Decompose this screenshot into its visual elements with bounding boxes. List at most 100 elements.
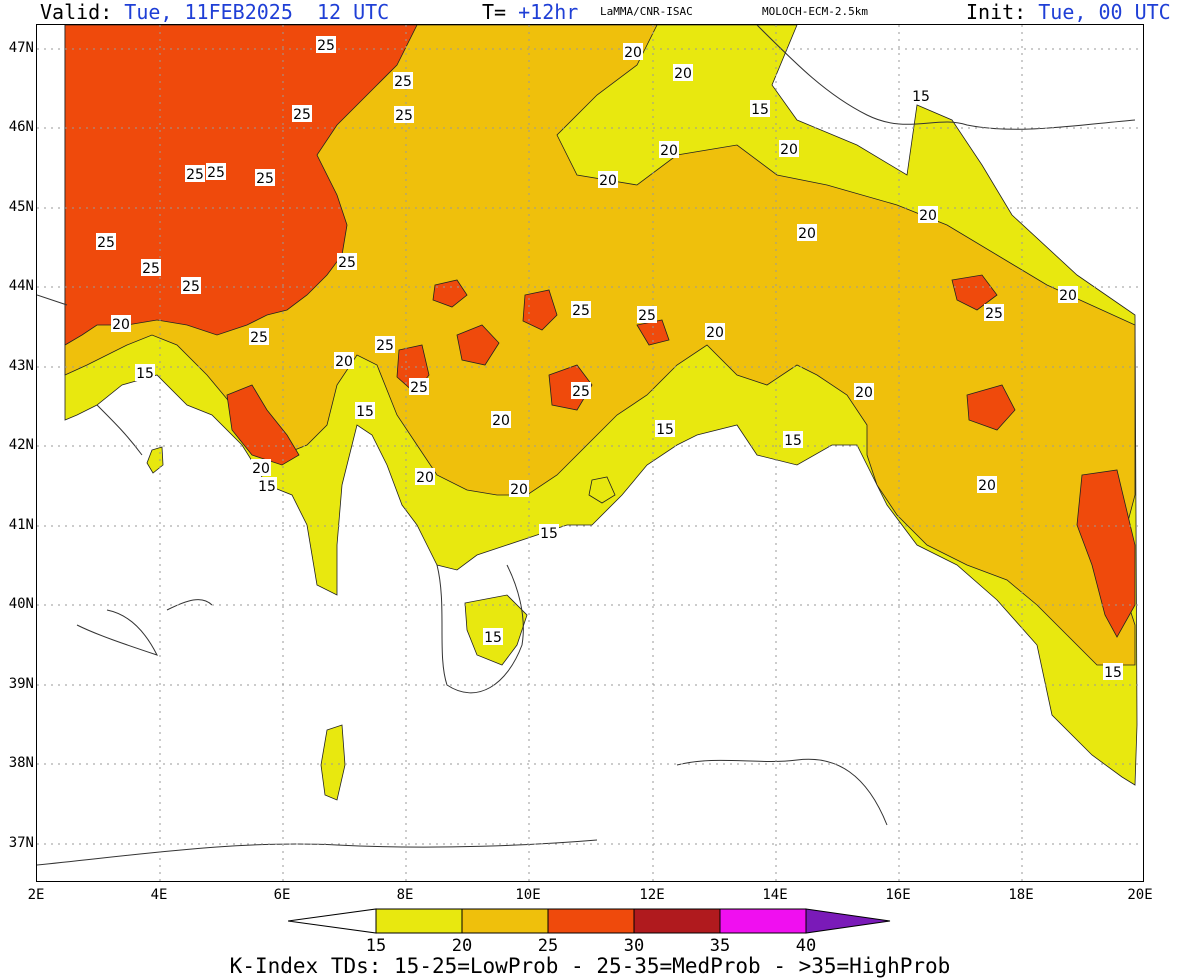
contour-label: 15 (258, 479, 276, 495)
contour-label: 20 (674, 66, 692, 82)
contour-label: 20 (335, 354, 353, 370)
coastline (37, 294, 213, 656)
lon-label: 14E (762, 887, 788, 903)
k-index-25-30-area (966, 384, 1016, 431)
colorbar-tick: 40 (795, 936, 817, 956)
contour-label: 20 (855, 385, 873, 401)
contour-label: 20 (660, 143, 678, 159)
init-label: Init: (966, 0, 1027, 24)
contour-label: 25 (182, 279, 200, 295)
k-index-25-30-area (226, 384, 300, 466)
lat-label: 43N (8, 358, 34, 374)
lat-label: 41N (8, 517, 34, 533)
contour-label: 20 (252, 461, 270, 477)
valid-label: Valid: (40, 0, 113, 24)
k-index-25-30-area (522, 289, 558, 331)
contour-label: 20 (706, 325, 724, 341)
contour-label: 25 (293, 107, 311, 123)
contour-label: 15 (484, 630, 502, 646)
legend-caption: K-Index TDs: 15-25=LowProb - 25-35=MedPr… (229, 954, 951, 978)
contour-label: 20 (798, 226, 816, 242)
colorbar-segment-30-35 (633, 908, 721, 934)
contour-label: 15 (751, 102, 769, 118)
colorbar-tick: 25 (537, 936, 559, 956)
contour-label: 25 (338, 255, 356, 271)
contour-label: 20 (780, 142, 798, 158)
contour-label: 25 (410, 380, 428, 396)
contour-label: 20 (492, 413, 510, 429)
lon-label: 16E (885, 887, 911, 903)
k-index-15-20-area (320, 724, 346, 801)
t-value: +12hr (518, 0, 579, 24)
forecast-step: T= +12hr (482, 0, 578, 24)
k-index-25-30-area (1076, 469, 1136, 638)
valid-value: Tue, 11FEB2025 12 UTC (124, 0, 390, 24)
colorbar-tick: 30 (623, 936, 645, 956)
lon-label: 2E (27, 887, 45, 903)
lat-label: 37N (8, 835, 34, 851)
k-index-map: 25 25 25 25 25 25 25 25 25 25 25 25 25 2… (36, 24, 1144, 882)
contour-label: 20 (919, 208, 937, 224)
contour-label: 20 (1059, 288, 1077, 304)
k-index-15-20-area (588, 476, 616, 504)
lon-label: 6E (273, 887, 291, 903)
valid-time: Valid: Tue, 11FEB2025 12 UTC (40, 0, 389, 24)
k-index-25-30-area (951, 274, 998, 311)
contour-label: 25 (985, 306, 1003, 322)
contour-label: 25 (572, 303, 590, 319)
contour-label: 25 (142, 261, 160, 277)
lon-label: 12E (639, 887, 665, 903)
contour-label: 25 (256, 171, 274, 187)
contour-label: 15 (540, 526, 558, 542)
contour-label: 20 (599, 173, 617, 189)
lat-label: 47N (8, 40, 34, 56)
contour-label: 15 (656, 422, 674, 438)
contour-label: 25 (207, 165, 225, 181)
colorbar-tick: 20 (451, 936, 473, 956)
colorbar-segment-20-25 (461, 908, 549, 934)
contour-label: 15 (356, 404, 374, 420)
contour-label: 25 (572, 384, 590, 400)
colorbar-tick: 35 (709, 936, 731, 956)
contour-label: 20 (978, 478, 996, 494)
colorbar-segment-below-15 (288, 908, 377, 934)
init-value: Tue, 00 UTC (1038, 0, 1171, 24)
contour-label: 25 (638, 308, 656, 324)
model-label: MOLOCH-ECM-2.5km (762, 5, 868, 18)
contour-labels: 25 25 25 25 25 25 25 25 25 25 25 25 25 2… (96, 36, 1123, 681)
lon-label: 4E (150, 887, 168, 903)
coastline (756, 25, 1136, 130)
k-index-15-20-area (146, 446, 164, 474)
lon-label: 20E (1127, 887, 1153, 903)
contour-label: 25 (376, 338, 394, 354)
lat-label: 45N (8, 199, 34, 215)
contour-label: 15 (1104, 665, 1122, 681)
colorbar-segment-above-40 (805, 908, 891, 934)
contour-label: 20 (624, 45, 642, 61)
coastline (37, 758, 888, 866)
graticule (37, 25, 1143, 881)
contour-label: 25 (97, 235, 115, 251)
lon-label: 8E (396, 887, 414, 903)
k-index-25-30-area (456, 324, 500, 366)
lat-label: 42N (8, 437, 34, 453)
contour-label: 15 (912, 89, 930, 105)
lat-label: 44N (8, 278, 34, 294)
lat-label: 46N (8, 119, 34, 135)
colorbar-segment-35-40 (719, 908, 807, 934)
contour-label: 20 (416, 470, 434, 486)
contour-label: 25 (395, 108, 413, 124)
colorbar-tick: 15 (365, 936, 387, 956)
t-label: T= (482, 0, 507, 24)
contour-label: 15 (136, 366, 154, 382)
init-time: Init: Tue, 00 UTC (966, 0, 1171, 24)
contour-label: 20 (510, 482, 528, 498)
map-canvas: 25 25 25 25 25 25 25 25 25 25 25 25 25 2… (37, 25, 1143, 881)
lat-label: 38N (8, 755, 34, 771)
contour-label: 25 (250, 330, 268, 346)
lat-label: 40N (8, 596, 34, 612)
lon-label: 10E (515, 887, 541, 903)
lat-label: 39N (8, 676, 34, 692)
colorbar-segment-25-30 (547, 908, 635, 934)
source-label: LaMMA/CNR-ISAC (600, 5, 693, 18)
